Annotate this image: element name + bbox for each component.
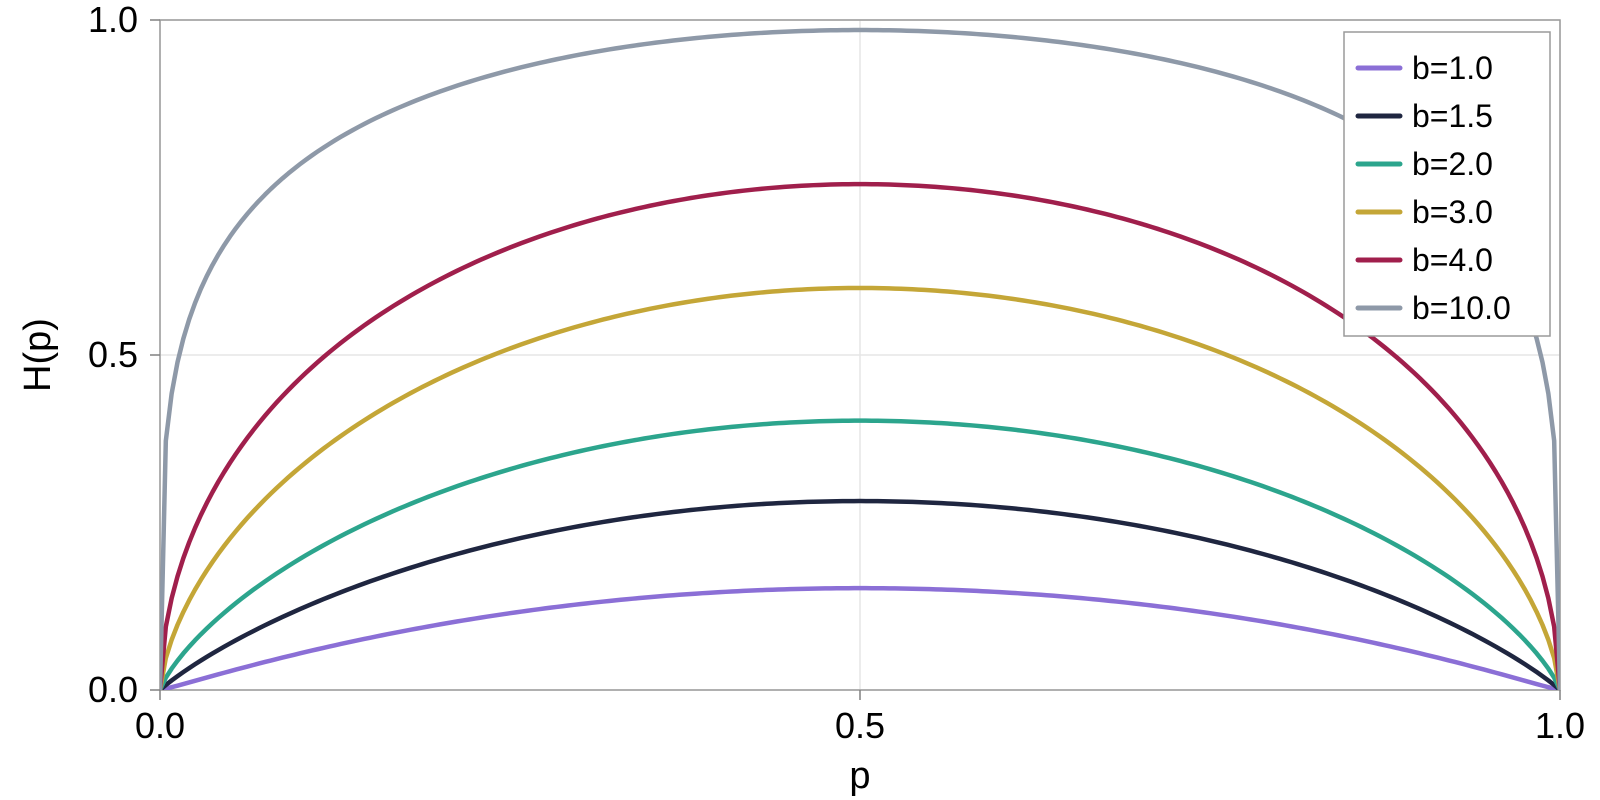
legend: b=1.0 b=1.5 b=2.0 b=3.0 b=4.0 b=10.0 xyxy=(1344,32,1550,336)
chart-svg: 0.00.51.00.00.51.0pH(p)b=1.0b=1.5b=2.0b=… xyxy=(0,0,1600,800)
legend-item-label: b=1.0 xyxy=(1412,50,1493,86)
legend-item-label: b=4.0 xyxy=(1412,242,1493,278)
y-tick-label: 1.0 xyxy=(88,0,138,40)
legend-item-label: b=10.0 xyxy=(1412,290,1511,326)
x-tick-label: 0.0 xyxy=(135,705,185,746)
legend-item-label: b=2.0 xyxy=(1412,146,1493,182)
y-axis-label: H(p) xyxy=(17,318,59,392)
chart-container: 0.00.51.00.00.51.0pH(p)b=1.0b=1.5b=2.0b=… xyxy=(0,0,1600,800)
x-tick-label: 1.0 xyxy=(1535,705,1585,746)
legend-item-label: b=1.5 xyxy=(1412,98,1493,134)
x-axis-label: p xyxy=(849,755,870,797)
legend-item-label: b=3.0 xyxy=(1412,194,1493,230)
x-tick-label: 0.5 xyxy=(835,705,885,746)
y-tick-label: 0.5 xyxy=(88,334,138,375)
y-tick-label: 0.0 xyxy=(88,669,138,710)
